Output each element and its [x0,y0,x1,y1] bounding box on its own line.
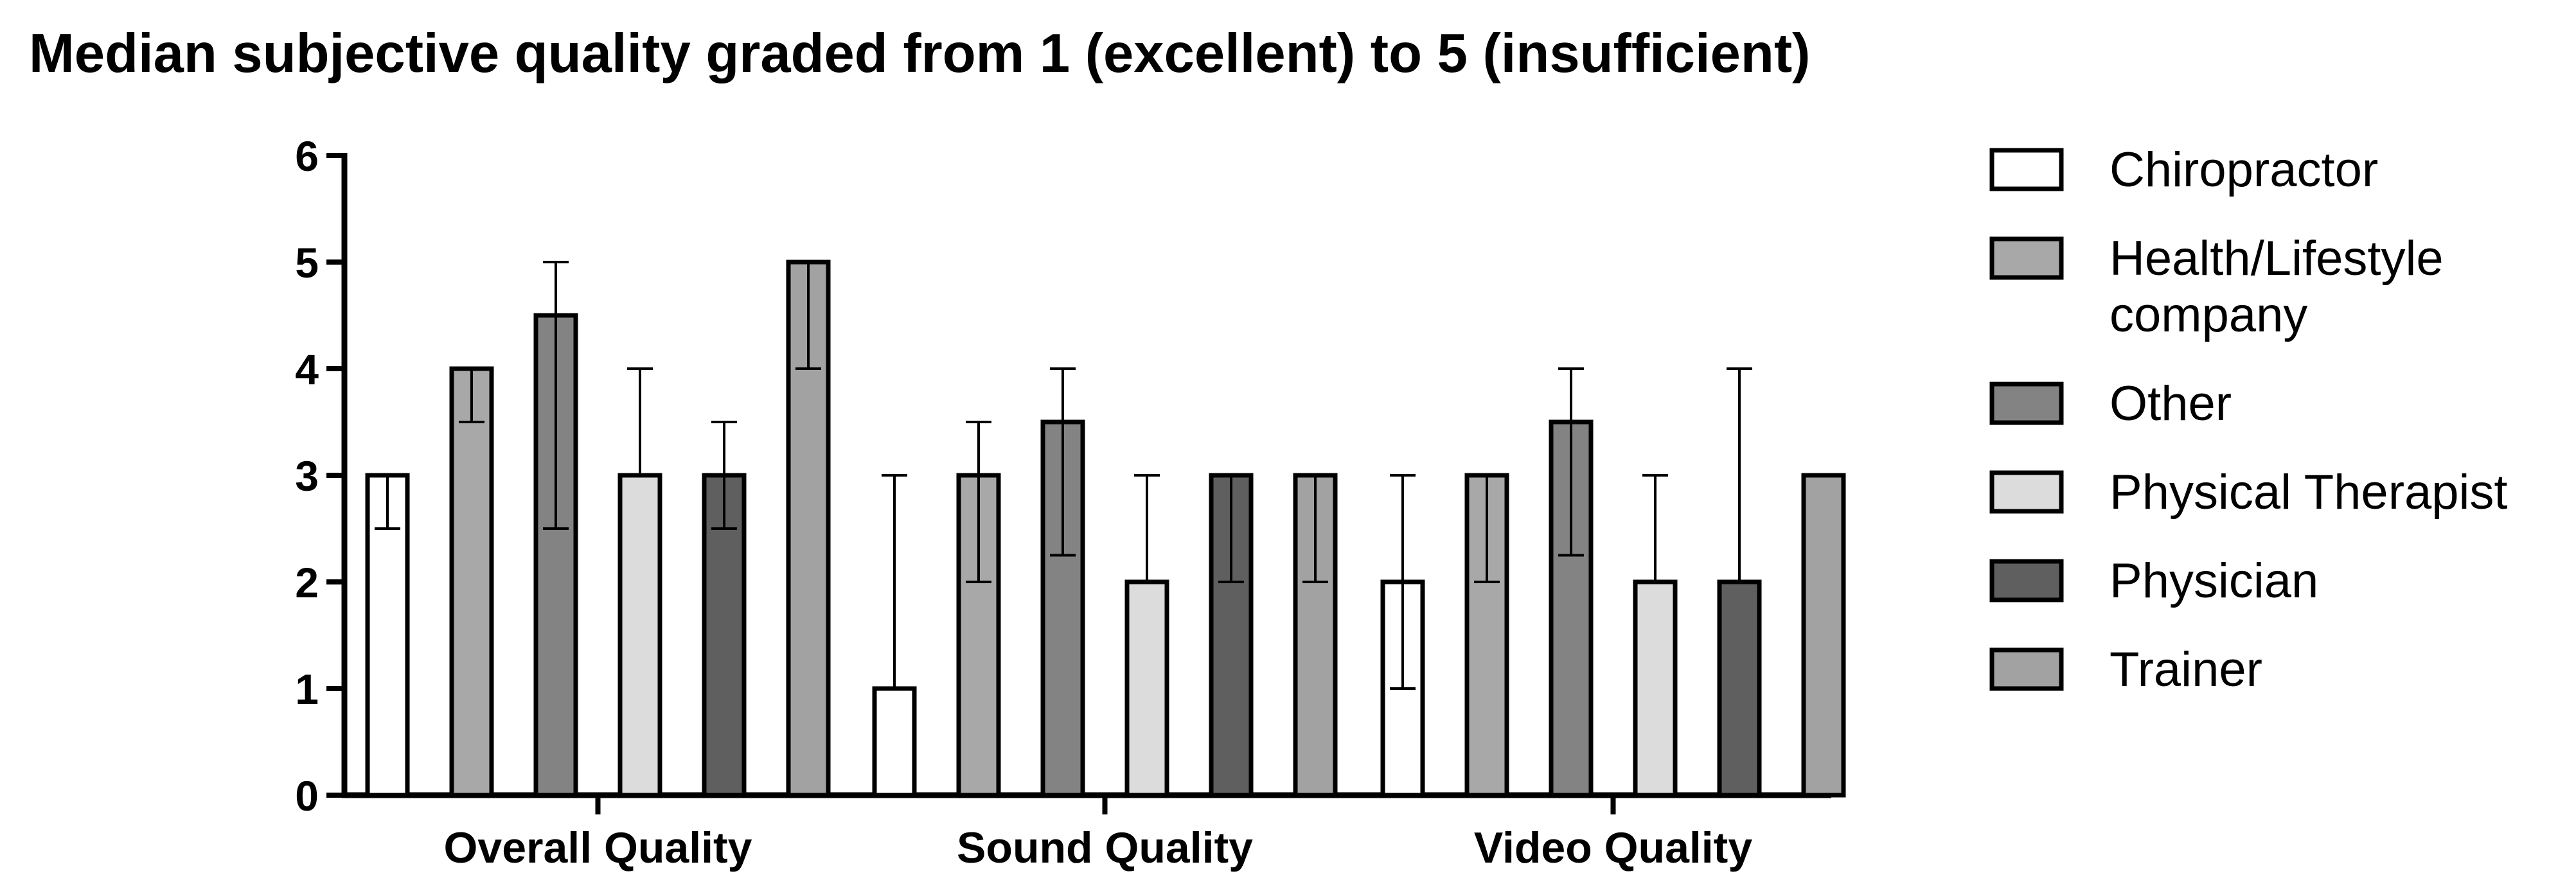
legend-label: Trainer [2110,642,2262,697]
y-tick-label: 3 [295,452,319,500]
legend-item: Other [1989,376,2232,431]
legend-swatch [1989,382,2064,425]
x-category-label: Sound Quality [957,823,1253,872]
bar [449,366,494,798]
legend-swatch [1989,470,2064,514]
legend: Chiropractor Health/Lifestyle company Other… [1989,143,2508,697]
y-tick-label: 0 [295,772,319,820]
legend-item: Physician [1989,554,2318,608]
legend-item: Physical Therapist [1989,465,2508,520]
bar [872,686,917,798]
legend-item: Health/Lifestyle company [1989,231,2444,342]
legend-swatch [1989,647,2064,691]
bar [1717,579,1762,798]
legend-item: Chiropractor [1989,143,2378,197]
y-tick-label: 4 [295,346,319,393]
legend-swatch [1989,148,2064,191]
bar [1801,473,1846,798]
legend-label: Other [2110,376,2232,431]
bar [1633,579,1678,798]
y-tick-label: 5 [295,239,319,286]
legend-label: Physician [2110,554,2318,608]
bar [617,473,662,798]
legend-label: Chiropractor [2110,143,2378,197]
y-tick-label: 2 [295,559,319,606]
bar [1124,579,1169,798]
legend-swatch [1989,559,2064,602]
bars [365,259,1846,798]
y-tick-label: 1 [295,665,319,713]
axes: 0 1 2 3 4 5 6 Overall Quality Sound Quality Video… [295,132,1831,872]
legend-item: Trainer [1989,642,2262,697]
legend-label: Health/Lifestyle company [2110,231,2444,342]
legend-swatch [1989,236,2064,280]
chart-title: Median subjective quality graded from 1 … [29,23,1810,84]
y-tick-label: 6 [295,132,319,180]
legend-label: Physical Therapist [2110,465,2508,520]
x-category-label: Video Quality [1474,823,1752,872]
error-bars [375,261,1752,690]
x-category-label: Overall Quality [444,823,752,872]
